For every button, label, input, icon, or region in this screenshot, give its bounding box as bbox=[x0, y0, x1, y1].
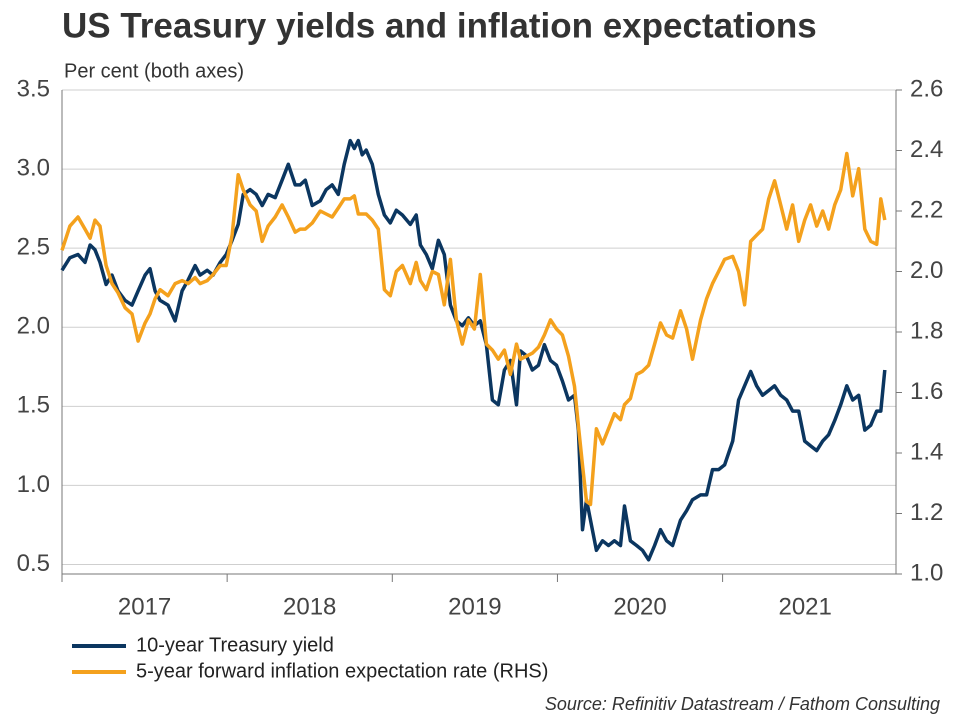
y2-tick-label: 1.0 bbox=[910, 559, 943, 586]
y2-tick-label: 2.4 bbox=[910, 136, 943, 163]
series-line bbox=[60, 151, 887, 507]
y2-tick-label: 2.2 bbox=[910, 196, 943, 223]
legend-label: 5-year forward inflation expectation rat… bbox=[136, 660, 548, 682]
chart-title: US Treasury yields and inflation expecta… bbox=[62, 6, 817, 45]
y2-tick-label: 1.4 bbox=[910, 438, 943, 465]
y2-tick-label: 1.2 bbox=[910, 499, 943, 526]
legend-label: 10-year Treasury yield bbox=[136, 634, 334, 656]
y-tick-label: 3.0 bbox=[17, 154, 50, 181]
y2-tick-label: 2.6 bbox=[910, 75, 943, 102]
y-tick-label: 1.5 bbox=[17, 392, 50, 419]
y-tick-label: 0.5 bbox=[17, 550, 50, 577]
x-tick-label: 2021 bbox=[778, 593, 831, 620]
y-tick-label: 1.0 bbox=[17, 471, 50, 498]
source-note: Source: Refinitiv Datastream / Fathom Co… bbox=[545, 694, 940, 714]
x-tick-label: 2018 bbox=[283, 593, 336, 620]
y2-tick-label: 1.8 bbox=[910, 317, 943, 344]
x-tick-label: 2017 bbox=[118, 593, 171, 620]
x-tick-label: 2019 bbox=[448, 593, 501, 620]
y-tick-label: 3.5 bbox=[17, 75, 50, 102]
y-tick-label: 2.5 bbox=[17, 234, 50, 261]
x-tick-label: 2020 bbox=[613, 593, 666, 620]
chart-subtitle: Per cent (both axes) bbox=[64, 60, 244, 82]
y-tick-label: 2.0 bbox=[17, 313, 50, 340]
y2-tick-label: 2.0 bbox=[910, 257, 943, 284]
y2-tick-label: 1.6 bbox=[910, 378, 943, 405]
series-line bbox=[60, 138, 887, 562]
